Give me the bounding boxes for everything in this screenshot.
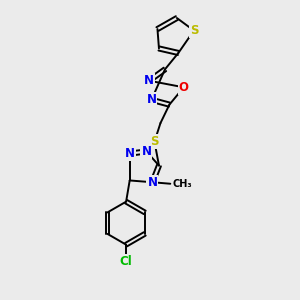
Text: N: N xyxy=(125,147,135,160)
Text: N: N xyxy=(146,93,157,106)
Text: Cl: Cl xyxy=(120,255,133,268)
Text: S: S xyxy=(190,24,198,37)
Text: N: N xyxy=(141,145,152,158)
Text: N: N xyxy=(144,74,154,87)
Text: CH₃: CH₃ xyxy=(173,179,192,189)
Text: N: N xyxy=(147,176,158,189)
Text: O: O xyxy=(179,81,189,94)
Text: S: S xyxy=(150,135,159,148)
